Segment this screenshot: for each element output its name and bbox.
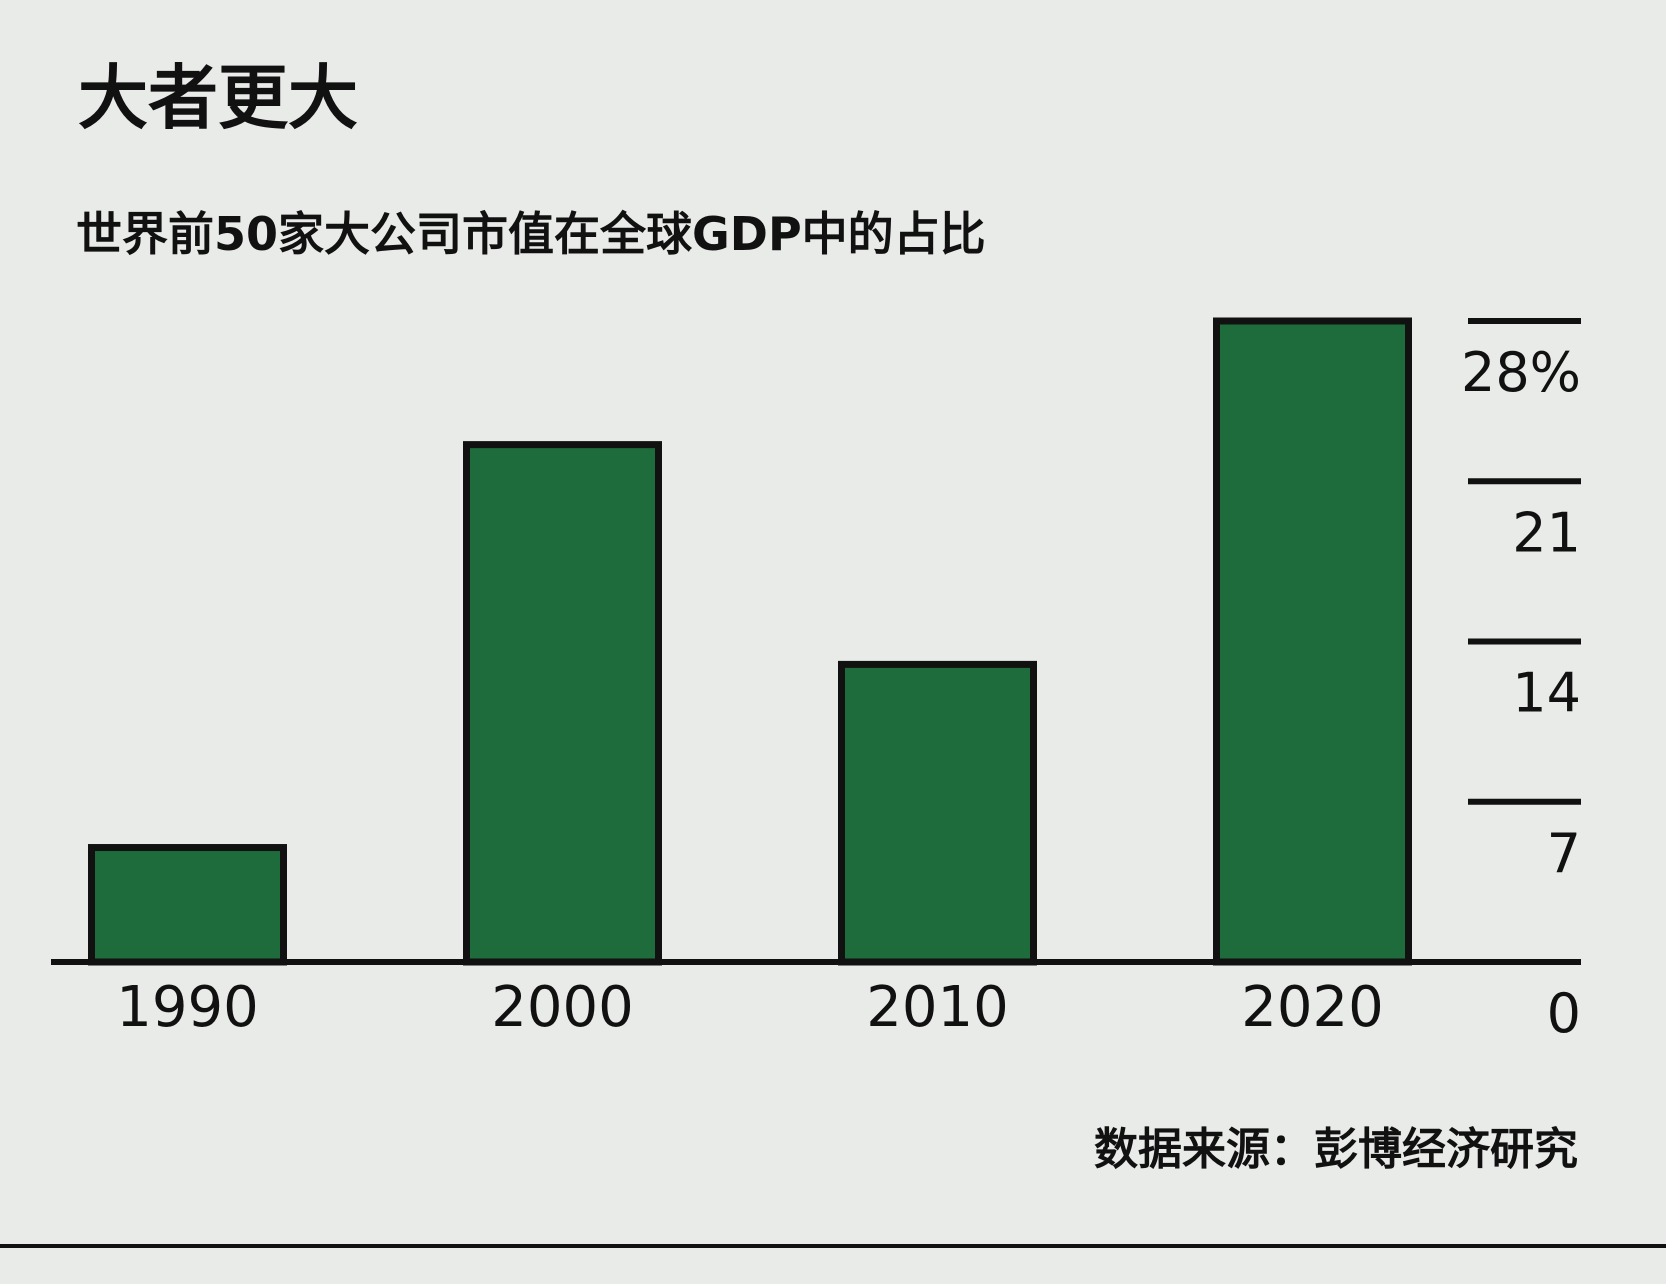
bar bbox=[838, 660, 1037, 966]
x-tick-label: 2010 bbox=[866, 975, 1009, 1040]
y-tick-label: 0 bbox=[1547, 982, 1581, 1045]
chart-subtitle: 世界前50家大公司市值在全球GDP中的占比 bbox=[76, 207, 986, 261]
chart-title: 大者更大 bbox=[78, 57, 358, 139]
bar bbox=[1213, 317, 1412, 966]
bar bbox=[88, 844, 287, 966]
bar bbox=[463, 441, 662, 966]
x-tick-label: 2000 bbox=[491, 975, 634, 1040]
y-tick-label: 14 bbox=[1512, 662, 1581, 725]
x-tick-label: 1990 bbox=[116, 975, 259, 1040]
source-note: 数据来源：彭博经济研究 bbox=[1094, 1124, 1578, 1175]
y-tick-label: 7 bbox=[1547, 822, 1581, 885]
y-tick-label: 21 bbox=[1512, 501, 1581, 564]
y-tick-label: 28% bbox=[1461, 341, 1581, 404]
x-tick-label: 2020 bbox=[1241, 975, 1384, 1040]
